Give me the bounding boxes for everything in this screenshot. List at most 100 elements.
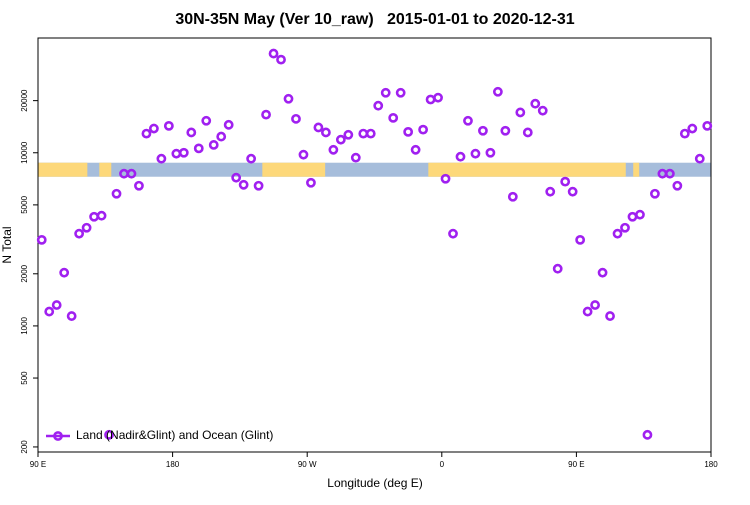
point (96, 210, 107, 221)
point (373, 100, 384, 111)
point (343, 129, 354, 140)
land-segment (262, 162, 326, 177)
point (605, 311, 615, 321)
point (335, 134, 346, 145)
point (395, 87, 406, 98)
point (320, 127, 331, 138)
y-tick-label: 500 (20, 371, 29, 385)
point (201, 115, 212, 126)
point (365, 128, 376, 139)
point (186, 127, 197, 138)
point (537, 105, 548, 116)
y-tick-label: 20000 (20, 89, 29, 112)
point (126, 168, 137, 179)
point (470, 148, 481, 159)
point (283, 93, 294, 104)
y-tick-label: 10000 (20, 141, 29, 164)
y-tick-label: 1000 (20, 316, 29, 334)
point (298, 149, 309, 160)
point (500, 125, 511, 136)
point (231, 172, 242, 183)
land-segment (99, 162, 112, 177)
point (306, 177, 316, 188)
point (350, 152, 361, 163)
point (59, 267, 70, 278)
point (522, 127, 533, 138)
point (702, 120, 713, 131)
point (485, 147, 496, 158)
point (44, 306, 55, 317)
point (223, 119, 234, 130)
point (178, 147, 189, 158)
point (81, 222, 92, 233)
point (620, 222, 630, 233)
y-tick-label: 200 (20, 440, 29, 454)
point (492, 86, 503, 97)
x-tick-label: 90 W (298, 460, 317, 469)
point (141, 128, 152, 139)
point (163, 120, 174, 131)
point (545, 186, 556, 197)
point (403, 126, 414, 137)
point (635, 209, 645, 220)
point (134, 180, 144, 191)
point (149, 123, 159, 134)
point (597, 267, 608, 278)
point (238, 179, 249, 190)
chart-title: 30N-35N May (Ver 10_raw) 2015-01-01 to 2… (175, 11, 574, 28)
point (455, 151, 466, 162)
x-tick-label: 180 (704, 460, 718, 469)
point (433, 92, 443, 103)
point (418, 124, 429, 135)
point (208, 140, 219, 150)
point (560, 176, 571, 187)
point (672, 180, 683, 191)
x-tick-label: 0 (440, 460, 445, 469)
point (463, 115, 473, 126)
point (612, 228, 623, 239)
point (380, 87, 391, 98)
point (328, 144, 339, 155)
point (313, 122, 324, 133)
point (104, 429, 114, 440)
point (679, 128, 690, 139)
point (664, 168, 675, 179)
y-tick-label: 5000 (20, 195, 29, 213)
point (388, 112, 399, 123)
point (268, 48, 279, 59)
point (36, 234, 47, 245)
point (66, 311, 77, 321)
point (156, 153, 167, 164)
point (552, 263, 563, 274)
point (193, 143, 204, 154)
legend-label: Land (Nadir&Glint) and Ocean (Glint) (76, 428, 273, 442)
point (530, 98, 541, 109)
point (650, 188, 660, 199)
x-axis-label: Longitude (deg E) (327, 476, 422, 490)
point (291, 113, 301, 124)
point (687, 123, 698, 134)
point (276, 54, 286, 65)
x-tick-label: 180 (166, 460, 180, 469)
plot-frame (37, 37, 712, 453)
point (51, 300, 62, 310)
x-tick-label: 90 E (30, 460, 46, 469)
point (261, 109, 271, 120)
land-segment (38, 162, 88, 177)
point (448, 228, 458, 239)
y-tick-label: 2000 (20, 264, 29, 282)
point (694, 153, 705, 164)
point (515, 107, 526, 118)
point (582, 306, 593, 317)
legend-marker (53, 431, 63, 441)
point (478, 125, 488, 136)
point (642, 429, 653, 440)
point (74, 228, 85, 239)
point (246, 153, 257, 164)
point (440, 173, 451, 184)
y-axis-label: N Total (0, 226, 14, 263)
point (253, 180, 264, 191)
point (111, 188, 122, 199)
